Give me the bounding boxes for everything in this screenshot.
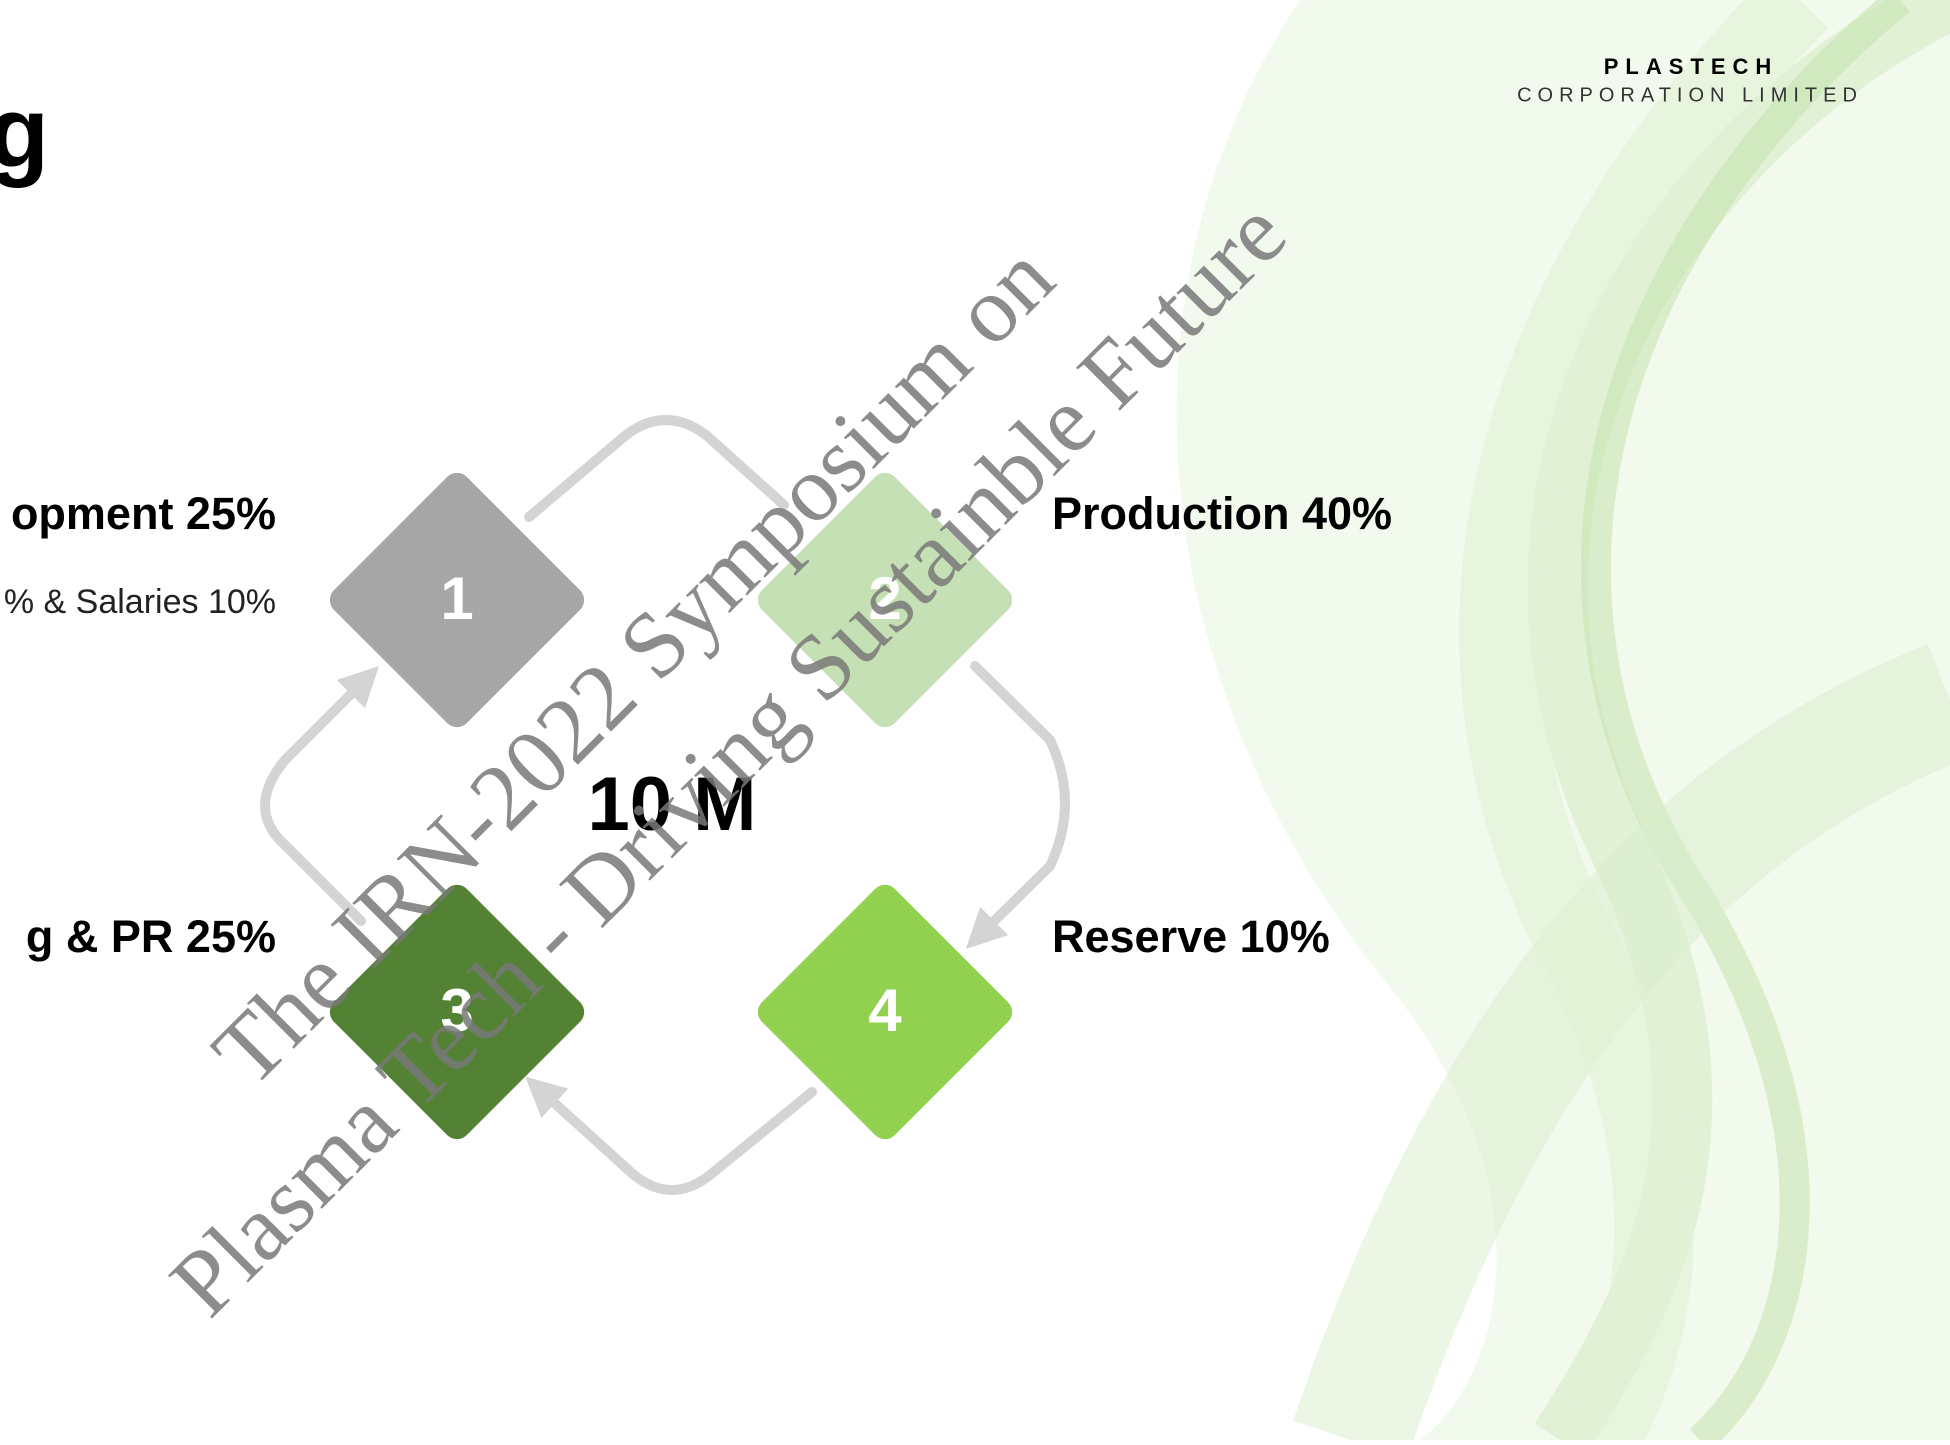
page: g PLASTECH CORPORATION LIMITED 1 2 3 4 1… <box>0 0 1950 1440</box>
step-label: Reserve 10% <box>1052 911 1330 962</box>
company-name: PLASTECH <box>1604 54 1779 79</box>
arrow <box>540 1090 812 1190</box>
company-subtitle: CORPORATION LIMITED <box>1517 84 1863 106</box>
step-label: g & PR 25% <box>26 911 276 962</box>
background-waves <box>1177 0 1950 1440</box>
step-detail: % & Salaries 10% <box>4 583 276 621</box>
slide: g PLASTECH CORPORATION LIMITED 1 2 3 4 1… <box>0 0 1950 1440</box>
step-number: 1 <box>440 565 473 632</box>
slide-title: g <box>0 76 49 188</box>
step-number: 4 <box>868 977 902 1044</box>
step-label: Production 40% <box>1052 488 1392 539</box>
arrow <box>975 666 1065 935</box>
step-label: opment 25% <box>11 488 276 539</box>
